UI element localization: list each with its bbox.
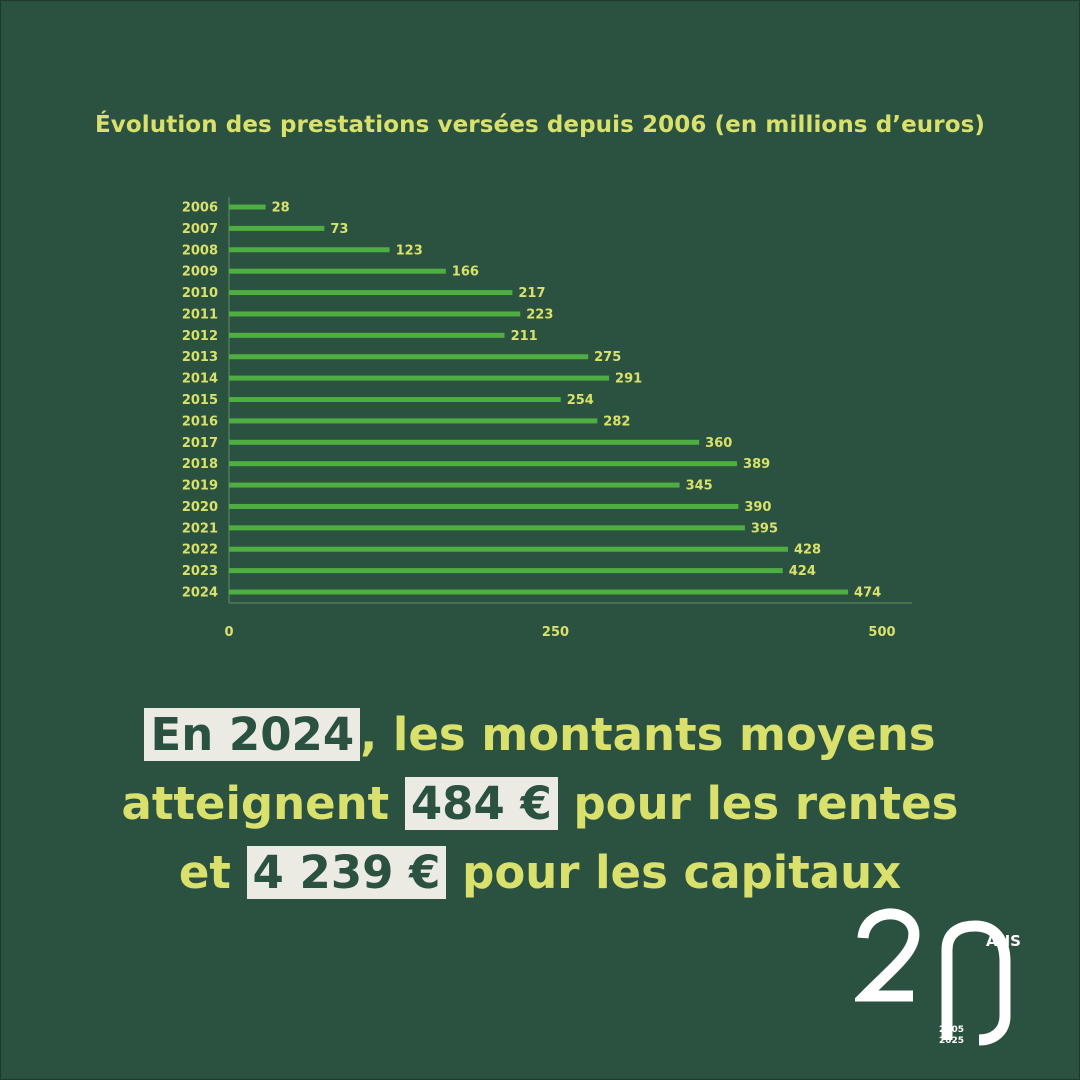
logo-year-end: 2025 bbox=[939, 1036, 964, 1046]
x-tick-label: 0 bbox=[224, 625, 233, 640]
y-tick-label: 2010 bbox=[182, 286, 218, 301]
data-label: 428 bbox=[794, 543, 821, 558]
bar-2009 bbox=[229, 268, 446, 274]
logo-year-start: 2005 bbox=[939, 1025, 964, 1035]
y-tick-label: 2023 bbox=[182, 564, 218, 579]
y-tick-label: 2013 bbox=[182, 350, 218, 365]
data-label: 291 bbox=[615, 372, 642, 387]
y-tick-label: 2016 bbox=[182, 414, 218, 429]
y-tick-label: 2020 bbox=[182, 500, 218, 515]
bar-2017 bbox=[229, 439, 700, 445]
bar-2022 bbox=[229, 546, 788, 552]
data-label: 275 bbox=[594, 350, 621, 365]
y-tick-label: 2014 bbox=[182, 372, 218, 387]
headline-text: pour les capitaux bbox=[446, 846, 902, 899]
bar-2020 bbox=[229, 503, 739, 509]
bar-2012 bbox=[229, 332, 505, 338]
bar-2018 bbox=[229, 461, 738, 467]
headline-highlight-year: En 2024 bbox=[144, 708, 361, 761]
y-tick-label: 2006 bbox=[182, 201, 218, 216]
x-tick-label: 500 bbox=[868, 625, 895, 640]
logo-digit-2 bbox=[855, 908, 920, 1002]
bar-2019 bbox=[229, 482, 680, 488]
bar-2013 bbox=[229, 354, 589, 360]
data-label: 123 bbox=[396, 243, 423, 258]
headline-line-1: En 2024, les montants moyens bbox=[0, 700, 1080, 769]
data-label: 474 bbox=[854, 586, 881, 601]
headline-highlight-rentes: 484 € bbox=[404, 777, 558, 830]
bar-2011 bbox=[229, 311, 521, 317]
bar-2024 bbox=[229, 589, 849, 595]
chart-title: Évolution des prestations versées depuis… bbox=[94, 112, 986, 138]
bar-2006 bbox=[229, 204, 266, 210]
data-label: 360 bbox=[705, 436, 732, 451]
y-tick-label: 2008 bbox=[182, 243, 218, 258]
headline: En 2024, les montants moyens atteignent … bbox=[0, 700, 1080, 907]
data-label: 211 bbox=[511, 329, 538, 344]
y-tick-label: 2015 bbox=[182, 393, 218, 408]
bar-2010 bbox=[229, 290, 513, 296]
y-tick-label: 2022 bbox=[182, 543, 218, 558]
data-label: 73 bbox=[330, 222, 348, 237]
headline-highlight-capitaux: 4 239 € bbox=[246, 846, 447, 899]
data-label: 166 bbox=[452, 265, 479, 280]
data-label: 389 bbox=[743, 457, 770, 472]
y-tick-label: 2024 bbox=[182, 586, 218, 601]
bar-2008 bbox=[229, 247, 390, 253]
headline-text: et bbox=[178, 846, 247, 899]
headline-text: , les montants moyens bbox=[360, 708, 936, 761]
data-label: 223 bbox=[526, 307, 553, 322]
data-label: 254 bbox=[567, 393, 594, 408]
y-tick-label: 2018 bbox=[182, 457, 218, 472]
anniversary-logo: ANS 2005 2025 bbox=[855, 908, 1021, 1046]
y-tick-label: 2012 bbox=[182, 329, 218, 344]
y-tick-label: 2019 bbox=[182, 479, 218, 494]
data-label: 28 bbox=[272, 201, 290, 216]
headline-line-2: atteignent 484 € pour les rentes bbox=[0, 769, 1080, 838]
y-tick-label: 2007 bbox=[182, 222, 218, 237]
headline-text: atteignent bbox=[121, 777, 405, 830]
bar-2007 bbox=[229, 225, 325, 231]
data-label: 395 bbox=[751, 521, 778, 536]
headline-line-3: et 4 239 € pour les capitaux bbox=[0, 838, 1080, 907]
y-tick-label: 2017 bbox=[182, 436, 218, 451]
data-label: 345 bbox=[686, 479, 713, 494]
data-label: 217 bbox=[518, 286, 545, 301]
data-label: 424 bbox=[789, 564, 816, 579]
data-label: 282 bbox=[603, 414, 630, 429]
y-tick-label: 2021 bbox=[182, 521, 218, 536]
headline-text: pour les rentes bbox=[557, 777, 959, 830]
bar-2014 bbox=[229, 375, 610, 381]
bar-2021 bbox=[229, 525, 745, 531]
x-tick-label: 250 bbox=[542, 625, 569, 640]
bar-2023 bbox=[229, 568, 783, 574]
bar-2015 bbox=[229, 397, 561, 403]
data-label: 390 bbox=[744, 500, 771, 515]
bar-chart: 2006 28 2007 73 2008 123 2009 166 2010 217 2011 223… bbox=[182, 197, 912, 640]
y-tick-label: 2009 bbox=[182, 265, 218, 280]
logo-digit-0 bbox=[941, 920, 1011, 1046]
y-tick-label: 2011 bbox=[182, 307, 218, 322]
logo-label: ANS bbox=[986, 932, 1021, 950]
bar-2016 bbox=[229, 418, 598, 424]
